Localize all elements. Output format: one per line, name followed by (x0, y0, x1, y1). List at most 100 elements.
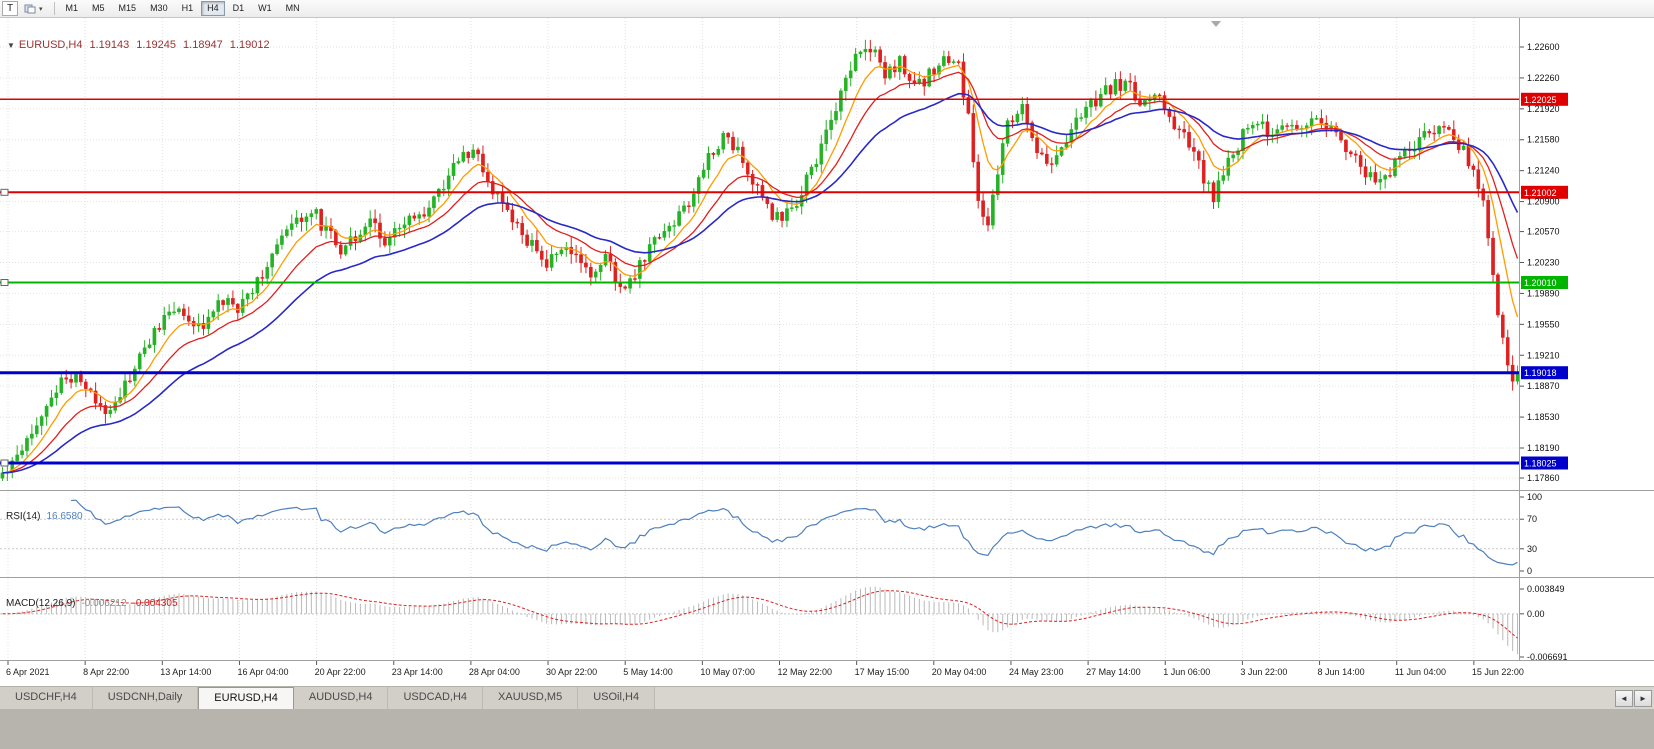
timeframe-button-m15[interactable]: M15 (113, 1, 143, 16)
svg-text:1.22025: 1.22025 (1524, 95, 1557, 105)
svg-text:1.19210: 1.19210 (1527, 350, 1560, 360)
svg-text:0.00: 0.00 (1527, 609, 1545, 619)
tab-scroll-right-button[interactable]: ► (1634, 690, 1652, 707)
cursor-tool-button[interactable]: ▾ (20, 1, 47, 16)
timeframe-button-h1[interactable]: H1 (176, 1, 200, 16)
svg-text:12 May 22:00: 12 May 22:00 (778, 667, 833, 677)
svg-text:10 May 07:00: 10 May 07:00 (700, 667, 755, 677)
chart-legend: ▼ EURUSD,H4 1.19143 1.19245 1.18947 1.19012 (7, 39, 270, 51)
text-tool-button[interactable]: T (2, 1, 18, 16)
svg-text:1.21920: 1.21920 (1527, 104, 1560, 114)
svg-text:70: 70 (1527, 514, 1537, 524)
symbol-title: EURUSD,H4 (18, 39, 83, 51)
rsi-value: 16.6580 (46, 511, 83, 522)
chart-tab-usdchf[interactable]: USDCHF,H4 (0, 687, 93, 709)
timeframe-button-w1[interactable]: W1 (252, 1, 278, 16)
svg-text:1.18025: 1.18025 (1524, 459, 1557, 469)
symbol-dropdown-icon[interactable]: ▼ (7, 41, 15, 50)
svg-text:30 Apr 22:00: 30 Apr 22:00 (546, 667, 597, 677)
macd-main-value: -0.006212 (81, 598, 127, 609)
line-handle-icon[interactable] (0, 459, 9, 467)
svg-text:1.19550: 1.19550 (1527, 319, 1560, 329)
grid-layer (0, 18, 1520, 660)
svg-text:1.21002: 1.21002 (1524, 188, 1557, 198)
chart-tab-usdcnh[interactable]: USDCNH,Daily (92, 687, 199, 709)
timeframe-group: M1 M5 M15 M30 H1 H4 D1 W1 MN (59, 1, 307, 16)
svg-text:100: 100 (1527, 492, 1542, 502)
chart-tab-usdcad[interactable]: USDCAD,H4 (388, 687, 484, 709)
svg-text:1.21240: 1.21240 (1527, 166, 1560, 176)
macd-legend: MACD(12,26,9) -0.006212 -0.004305 (6, 598, 178, 609)
ma-fast-line (2, 64, 1519, 474)
chart-tabs: USDCHF,H4 USDCNH,Daily EURUSD,H4 AUDUSD,H4 U… (0, 687, 656, 709)
svg-text:11 Jun 04:00: 11 Jun 04:00 (1395, 667, 1446, 677)
svg-text:1 Jun 06:00: 1 Jun 06:00 (1163, 667, 1210, 677)
macd-signal-value: -0.004305 (132, 598, 178, 609)
svg-text:1.21580: 1.21580 (1527, 135, 1560, 145)
macd-label: MACD(12,26,9) (6, 598, 76, 609)
price-axis[interactable]: 1.22600 1.22260 1.21920 1.21580 1.21240 1.209… (1520, 42, 1568, 662)
cursor-tool-icon (24, 3, 37, 15)
svg-text:1.20570: 1.20570 (1527, 227, 1560, 237)
svg-text:0.003849: 0.003849 (1527, 584, 1565, 594)
svg-text:27 May 14:00: 27 May 14:00 (1086, 667, 1141, 677)
svg-text:30: 30 (1527, 544, 1537, 554)
svg-text:-0.006691: -0.006691 (1527, 652, 1568, 662)
timeframe-button-h4[interactable]: H4 (201, 1, 225, 16)
chart-shift-icon (1211, 21, 1221, 27)
svg-text:17 May 15:00: 17 May 15:00 (855, 667, 910, 677)
rsi-legend: RSI(14) 16.6580 (6, 511, 83, 522)
line-handle-icon[interactable] (0, 279, 9, 287)
ohlc-open: 1.19143 (89, 39, 130, 51)
svg-text:1.22260: 1.22260 (1527, 73, 1560, 83)
rsi-line (71, 499, 1518, 566)
hlines-layer: 1.22025 1.21002 1.20010 1.19018 1.18025 (0, 92, 1568, 470)
svg-text:1.18190: 1.18190 (1527, 443, 1560, 453)
chart-canvas[interactable]: 1.220251.210021.200101.190181.180251.226… (0, 18, 1654, 686)
svg-text:15 Jun 22:00: 15 Jun 22:00 (1472, 667, 1524, 677)
chart-tab-xauusd[interactable]: XAUUSD,M5 (483, 687, 579, 709)
tab-scroll-left-button[interactable]: ◄ (1615, 690, 1633, 707)
svg-text:5 May 14:00: 5 May 14:00 (623, 667, 673, 677)
tab-scroll-buttons: ◄ ► (1615, 690, 1652, 707)
svg-text:24 May 23:00: 24 May 23:00 (1009, 667, 1064, 677)
svg-text:1.19890: 1.19890 (1527, 288, 1560, 298)
svg-text:1.17860: 1.17860 (1527, 473, 1560, 483)
line-handle-icon[interactable] (0, 188, 9, 196)
window-bottom (0, 709, 1654, 749)
macd-histogram (6, 586, 1519, 655)
svg-text:28 Apr 04:00: 28 Apr 04:00 (469, 667, 520, 677)
ma-slow-line (2, 92, 1519, 474)
timeframe-button-m30[interactable]: M30 (144, 1, 174, 16)
svg-text:23 Apr 14:00: 23 Apr 14:00 (392, 667, 443, 677)
chart-window: 1.22025 1.21002 1.20010 1.19018 1.18025 1.226… (0, 18, 1654, 686)
chart-tab-usoil[interactable]: USOil,H4 (578, 687, 656, 709)
timeframe-button-d1[interactable]: D1 (227, 1, 251, 16)
timeframe-button-m1[interactable]: M1 (60, 1, 85, 16)
chevron-down-icon: ▾ (39, 5, 43, 13)
svg-text:0: 0 (1527, 566, 1532, 576)
svg-text:1.20010: 1.20010 (1524, 278, 1557, 288)
timeframe-button-m5[interactable]: M5 (86, 1, 111, 16)
candles-layer (0, 39, 1520, 481)
chart-tab-audusd[interactable]: AUDUSD,H4 (293, 687, 389, 709)
ohlc-high: 1.19245 (136, 39, 177, 51)
svg-text:8 Apr 22:00: 8 Apr 22:00 (83, 667, 129, 677)
svg-text:1.18530: 1.18530 (1527, 412, 1560, 422)
toolbar: T ▾ M1 M5 M15 M30 H1 H4 D1 W1 MN (0, 0, 1654, 18)
svg-text:20 May 04:00: 20 May 04:00 (932, 667, 987, 677)
macd-signal-line (2, 590, 1518, 639)
svg-text:20 Apr 22:00: 20 Apr 22:00 (315, 667, 366, 677)
time-axis[interactable]: 6 Apr 2021 8 Apr 22:00 13 Apr 14:00 16 Apr … (6, 661, 1524, 677)
svg-text:1.20900: 1.20900 (1527, 197, 1560, 207)
chart-tab-eurusd[interactable]: EURUSD,H4 (198, 687, 294, 709)
panel-frames (0, 18, 1654, 661)
svg-text:16 Apr 04:00: 16 Apr 04:00 (237, 667, 288, 677)
svg-text:3 Jun 22:00: 3 Jun 22:00 (1240, 667, 1287, 677)
svg-text:1.19018: 1.19018 (1524, 368, 1557, 378)
timeframe-button-mn[interactable]: MN (280, 1, 306, 16)
svg-text:1.22600: 1.22600 (1527, 42, 1560, 52)
ohlc-close: 1.19012 (229, 39, 270, 51)
chart-tab-bar: USDCHF,H4 USDCNH,Daily EURUSD,H4 AUDUSD,H4 U… (0, 686, 1654, 709)
